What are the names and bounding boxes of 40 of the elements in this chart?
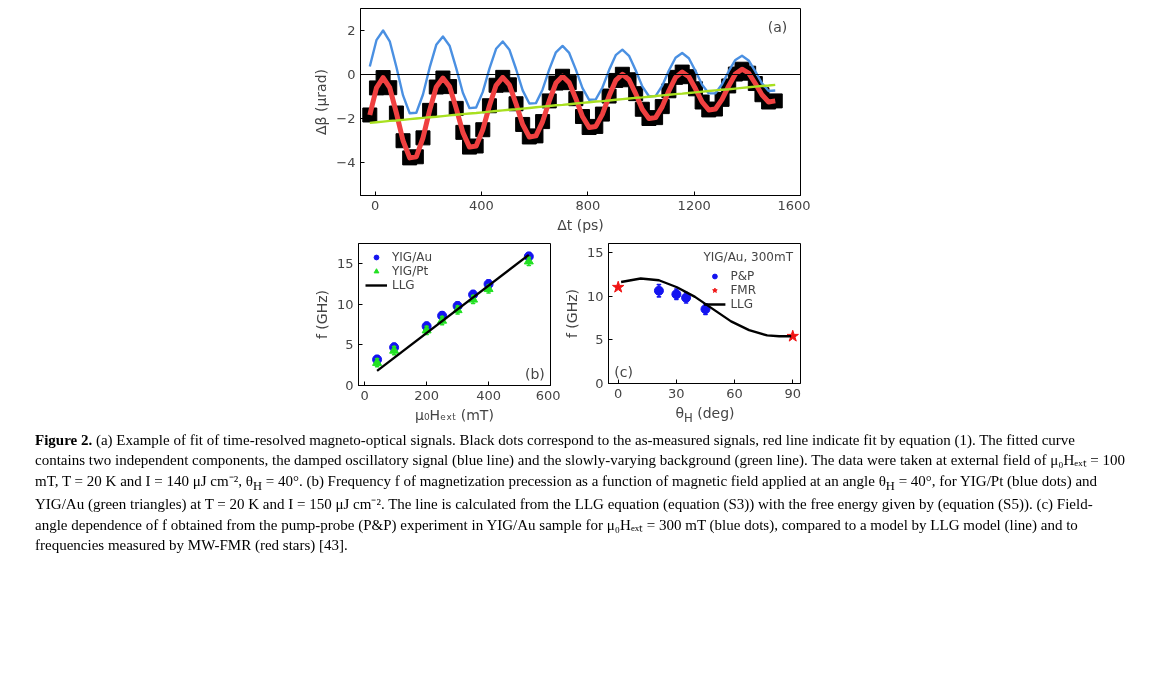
annotation: (b) (524, 366, 545, 383)
x-tick-label: 60 (726, 385, 743, 401)
x-tick-label: 0 (360, 387, 369, 403)
y-tick-label: 0 (347, 67, 356, 82)
y-tick-label: 15 (336, 256, 354, 272)
y-tick-label: −2 (336, 111, 356, 126)
y-tick-label: 10 (336, 296, 354, 312)
x-tick-label: 400 (476, 387, 501, 403)
x-tick-label: 200 (414, 387, 440, 403)
y-tick-label: −4 (336, 155, 356, 170)
legend-label: P&P (730, 269, 755, 283)
x-axis-title: Δt (ps) (557, 216, 604, 233)
x-tick-label: 600 (535, 387, 561, 403)
annotation: (a) (767, 19, 788, 36)
x-tick-label: 1200 (677, 197, 711, 213)
x-tick-label: 1600 (777, 197, 811, 213)
legend-label: YIG/Au (392, 250, 433, 264)
x-tick-label: 400 (469, 197, 494, 213)
legend-label: LLG (730, 297, 754, 311)
legend-label: FMR (730, 283, 757, 297)
x-tick-label: 0 (614, 385, 623, 401)
y-tick-label: 5 (345, 337, 354, 353)
x-tick-label: 30 (668, 385, 685, 401)
x-tick-label: 90 (784, 385, 802, 401)
legend-title: YIG/Au, 300mT (703, 250, 793, 264)
y-tick-label: 2 (347, 23, 356, 38)
y-tick-label: 15 (586, 244, 604, 260)
x-axis-title: θ$_{H}$ (deg) (675, 404, 735, 427)
annotation: (c) (614, 364, 633, 381)
x-axis-title: μ₀Hₑₓₜ (mT) (415, 406, 494, 423)
y-axis-title: f (GHz) (313, 289, 330, 340)
caption: Figure 2. (35, 432, 93, 448)
y-tick-label: 5 (595, 332, 604, 348)
x-tick-label: 800 (575, 197, 601, 213)
y-tick-label: 10 (586, 288, 604, 304)
legend-label: LLG (392, 278, 415, 292)
legend-label: YIG/Pt (392, 264, 429, 278)
y-axis-title: f (GHz) (563, 288, 580, 339)
y-axis-title: Δβ (µrad) (313, 68, 330, 136)
x-tick-label: 0 (370, 197, 380, 213)
